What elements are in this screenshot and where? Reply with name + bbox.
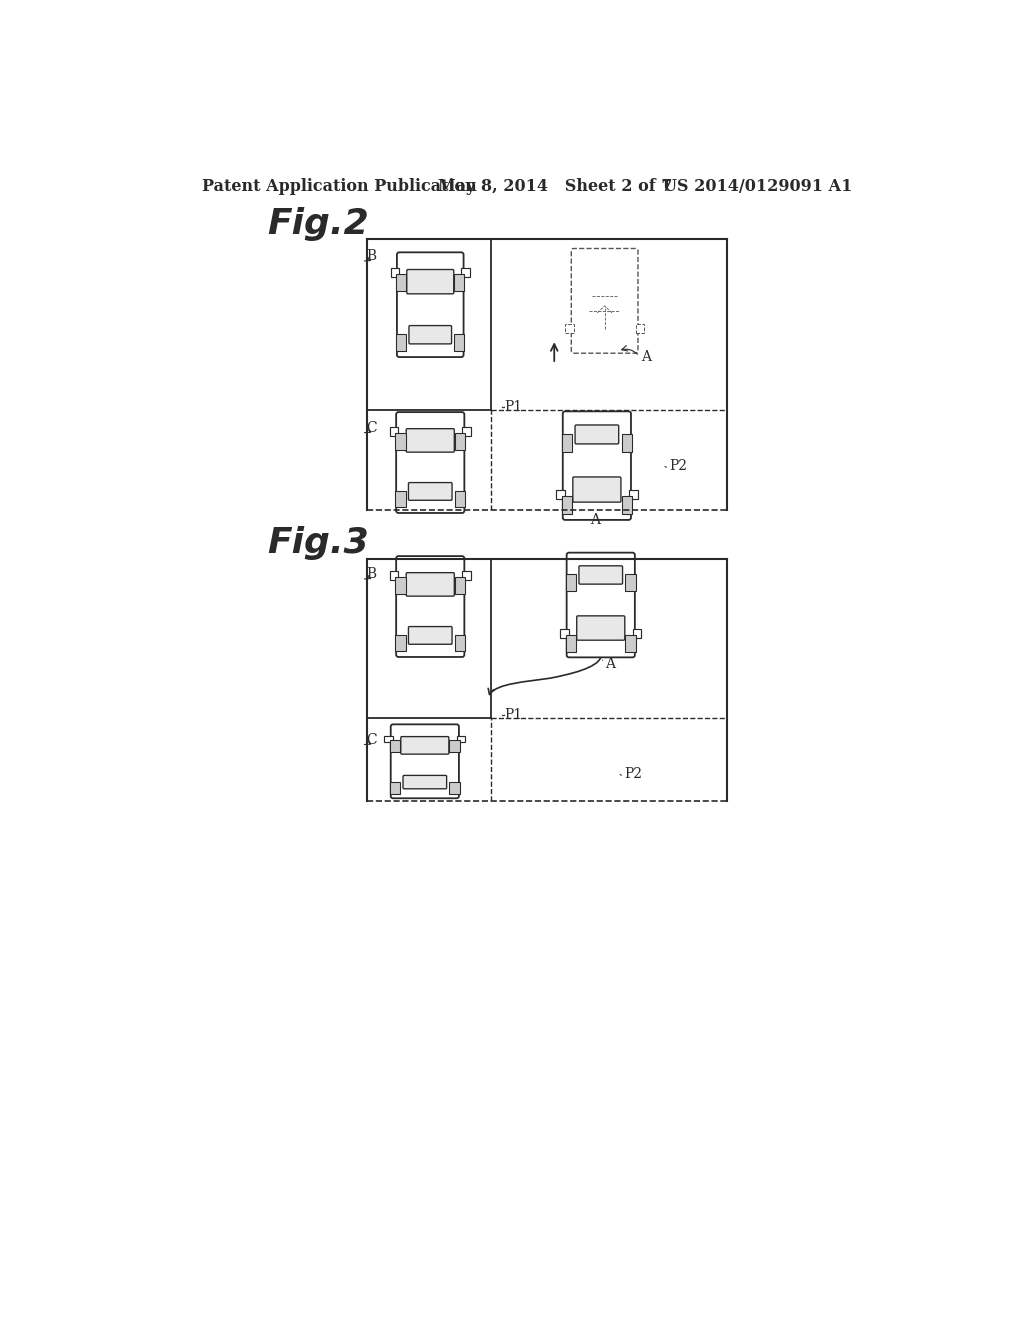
Bar <box>396 275 407 292</box>
Text: Fig.3: Fig.3 <box>267 527 370 561</box>
Bar <box>455 334 464 351</box>
Bar <box>556 490 565 499</box>
Text: Patent Application Publication: Patent Application Publication <box>202 178 476 195</box>
FancyBboxPatch shape <box>572 477 621 502</box>
FancyBboxPatch shape <box>407 429 455 453</box>
FancyBboxPatch shape <box>396 412 464 513</box>
Bar <box>395 433 406 450</box>
Bar <box>626 574 636 591</box>
Bar <box>461 268 470 277</box>
Text: P2: P2 <box>624 767 642 781</box>
Bar <box>462 572 471 579</box>
Bar <box>562 434 572 451</box>
Bar <box>636 325 644 334</box>
Bar <box>389 572 398 579</box>
Bar <box>560 628 569 638</box>
Bar <box>390 268 399 277</box>
Text: P1: P1 <box>505 708 523 722</box>
Bar <box>562 496 572 513</box>
FancyBboxPatch shape <box>403 775 446 789</box>
Text: A: A <box>590 513 600 527</box>
Text: B: B <box>367 568 377 581</box>
Bar <box>384 735 393 742</box>
Bar <box>395 635 406 651</box>
Bar <box>395 491 406 507</box>
Bar <box>455 275 464 292</box>
Bar <box>622 496 632 513</box>
Text: Fig.2: Fig.2 <box>267 207 370 240</box>
FancyBboxPatch shape <box>563 412 631 520</box>
Bar <box>455 491 465 507</box>
Bar <box>450 781 460 793</box>
Text: P1: P1 <box>505 400 523 414</box>
Bar <box>395 577 406 594</box>
Bar <box>633 628 641 638</box>
FancyBboxPatch shape <box>400 737 449 754</box>
Bar <box>566 574 577 591</box>
Bar <box>455 635 465 651</box>
FancyBboxPatch shape <box>575 425 618 444</box>
FancyBboxPatch shape <box>409 483 452 500</box>
Bar <box>626 635 636 652</box>
FancyBboxPatch shape <box>409 326 452 345</box>
Text: US 2014/0129091 A1: US 2014/0129091 A1 <box>663 178 852 195</box>
Text: C: C <box>367 421 377 434</box>
Text: A: A <box>641 350 651 364</box>
Bar <box>455 433 465 450</box>
FancyBboxPatch shape <box>396 556 464 657</box>
FancyBboxPatch shape <box>577 616 625 640</box>
Bar <box>462 426 471 436</box>
FancyBboxPatch shape <box>407 269 454 294</box>
Bar <box>389 426 398 436</box>
Bar <box>566 635 577 652</box>
Text: May 8, 2014   Sheet 2 of 7: May 8, 2014 Sheet 2 of 7 <box>438 178 673 195</box>
Text: B: B <box>367 249 377 263</box>
Bar <box>396 334 407 351</box>
Bar <box>457 735 466 742</box>
Bar <box>622 434 632 451</box>
FancyBboxPatch shape <box>409 627 452 644</box>
FancyBboxPatch shape <box>579 566 623 585</box>
Bar <box>629 490 638 499</box>
FancyBboxPatch shape <box>571 248 638 354</box>
Text: A: A <box>604 656 614 671</box>
Bar <box>390 781 400 793</box>
FancyBboxPatch shape <box>391 725 459 799</box>
Bar <box>390 741 400 752</box>
Text: P2: P2 <box>669 459 687 474</box>
FancyBboxPatch shape <box>397 252 464 358</box>
FancyBboxPatch shape <box>566 553 635 657</box>
Bar <box>450 741 460 752</box>
Bar <box>565 325 573 334</box>
FancyBboxPatch shape <box>407 573 455 597</box>
Bar <box>455 577 465 594</box>
Text: C: C <box>367 733 377 747</box>
